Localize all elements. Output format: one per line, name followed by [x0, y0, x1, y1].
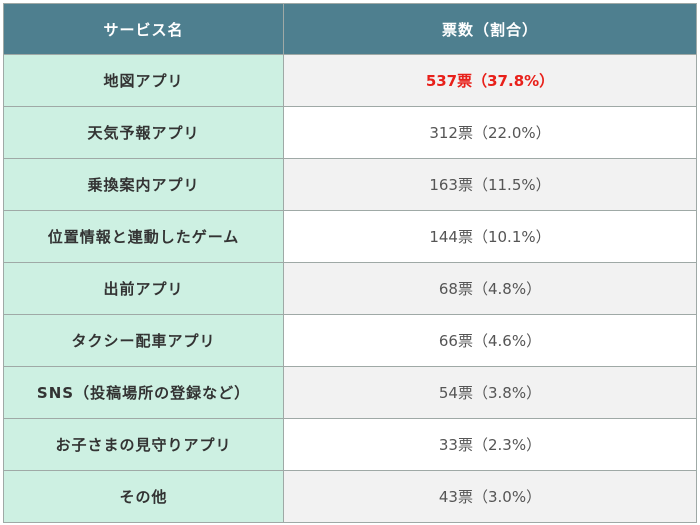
table-body: 地図アプリ 537票（37.8%） 天気予報アプリ 312票（22.0%） 乗換案内アプ… [3, 54, 697, 523]
table-row: 天気予報アプリ 312票（22.0%） [3, 106, 697, 159]
vote-count-cell: 66票（4.6%） [283, 314, 697, 367]
table-row: タクシー配車アプリ 66票（4.6%） [3, 314, 697, 367]
table-row: SNS（投稿場所の登録など） 54票（3.8%） [3, 366, 697, 419]
vote-count-cell: 68票（4.8%） [283, 262, 697, 315]
table-row: 位置情報と連動したゲーム 144票（10.1%） [3, 210, 697, 263]
vote-count-cell: 163票（11.5%） [283, 158, 697, 211]
service-name-cell: 天気予報アプリ [3, 106, 284, 159]
service-name-cell: SNS（投稿場所の登録など） [3, 366, 284, 419]
table-row: その他 43票（3.0%） [3, 470, 697, 523]
table-row: お子さまの見守りアプリ 33票（2.3%） [3, 418, 697, 471]
vote-count-cell: 144票（10.1%） [283, 210, 697, 263]
table-row: 出前アプリ 68票（4.8%） [3, 262, 697, 315]
service-name-cell: 位置情報と連動したゲーム [3, 210, 284, 263]
vote-count-cell: 312票（22.0%） [283, 106, 697, 159]
vote-count-cell: 54票（3.8%） [283, 366, 697, 419]
service-name-cell: その他 [3, 470, 284, 523]
results-table: サービス名 票数（割合） 地図アプリ 537票（37.8%） 天気予報アプリ 312票… [3, 3, 697, 523]
service-name-cell: 出前アプリ [3, 262, 284, 315]
vote-count-cell: 537票（37.8%） [283, 54, 697, 107]
service-name-cell: お子さまの見守りアプリ [3, 418, 284, 471]
service-name-cell: 地図アプリ [3, 54, 284, 107]
service-name-cell: タクシー配車アプリ [3, 314, 284, 367]
table-header-row: サービス名 票数（割合） [3, 3, 697, 55]
table-row: 乗換案内アプリ 163票（11.5%） [3, 158, 697, 211]
vote-count-cell: 33票（2.3%） [283, 418, 697, 471]
vote-count-cell: 43票（3.0%） [283, 470, 697, 523]
column-header-votes: 票数（割合） [283, 3, 697, 55]
column-header-service: サービス名 [3, 3, 284, 55]
table-row: 地図アプリ 537票（37.8%） [3, 54, 697, 107]
service-name-cell: 乗換案内アプリ [3, 158, 284, 211]
